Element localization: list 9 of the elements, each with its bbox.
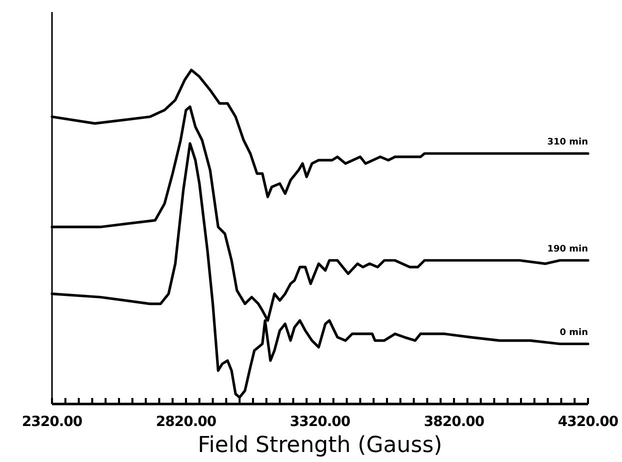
x-tick-label: 2820.00 <box>156 414 217 430</box>
x-axis-title: Field Strength (Gauss) <box>198 433 442 458</box>
x-tick-label: 3820.00 <box>424 414 485 430</box>
series-label: 190 min <box>547 244 588 254</box>
x-tick-label: 2320.00 <box>22 414 83 430</box>
x-tick-label: 3320.00 <box>290 414 351 430</box>
x-tick-label: 4320.00 <box>558 414 619 430</box>
series-label: 310 min <box>547 138 588 148</box>
series-label: 0 min <box>560 328 588 338</box>
